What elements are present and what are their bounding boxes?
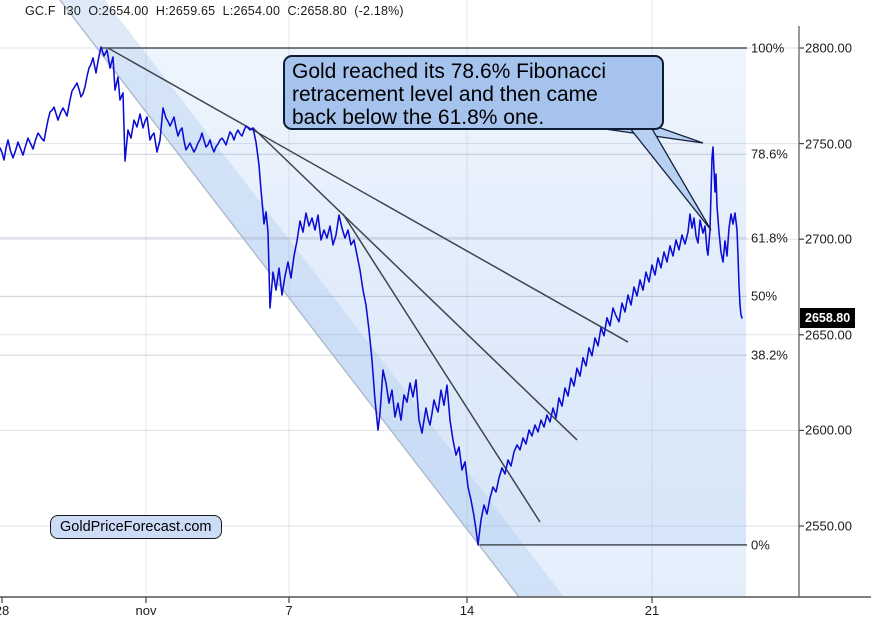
- annotation-line-3: back below the 61.8% one.: [292, 106, 545, 129]
- fib-level-label: 38.2%: [751, 347, 788, 363]
- axes: [0, 26, 871, 603]
- date-axis-label: 28: [0, 603, 10, 618]
- last-price-badge: 2658.80: [800, 308, 856, 328]
- date-axis-label: 21: [644, 603, 660, 618]
- trendlines: [107, 47, 629, 523]
- ticker-ohlc-header: GC.F I30 O:2654.00 H:2659.65 L:2654.00 C…: [25, 4, 404, 18]
- watermark-badge: GoldPriceForecast.com: [50, 515, 222, 539]
- date-axis-label: 14: [459, 603, 475, 618]
- price-axis-label: 2750.00: [805, 136, 852, 152]
- price-axis-label: 2650.00: [805, 327, 852, 343]
- date-axis-label: 7: [285, 603, 293, 618]
- fib-level-label: 78.6%: [751, 146, 788, 162]
- fib-level-label: 50%: [751, 288, 778, 304]
- price-axis-label: 2550.00: [805, 518, 852, 534]
- annotation-callout: Gold reached its 78.6% Fibonacci retrace…: [283, 55, 664, 130]
- fib-level-label: 61.8%: [751, 230, 788, 246]
- price-line: [0, 46, 743, 546]
- fib-level-label: 0%: [751, 537, 770, 553]
- price-axis-label: 2800.00: [805, 40, 852, 56]
- price-axis-label: 2600.00: [805, 422, 852, 438]
- annotation-line-1: Gold reached its 78.6% Fibonacci: [292, 60, 607, 83]
- date-axis-label: nov: [135, 603, 157, 618]
- channel-line: [59, 0, 520, 598]
- fib-level-label: 100%: [751, 40, 785, 56]
- annotation-line-2: retracement level and then came: [292, 83, 598, 106]
- price-axis-label: 2700.00: [805, 231, 852, 247]
